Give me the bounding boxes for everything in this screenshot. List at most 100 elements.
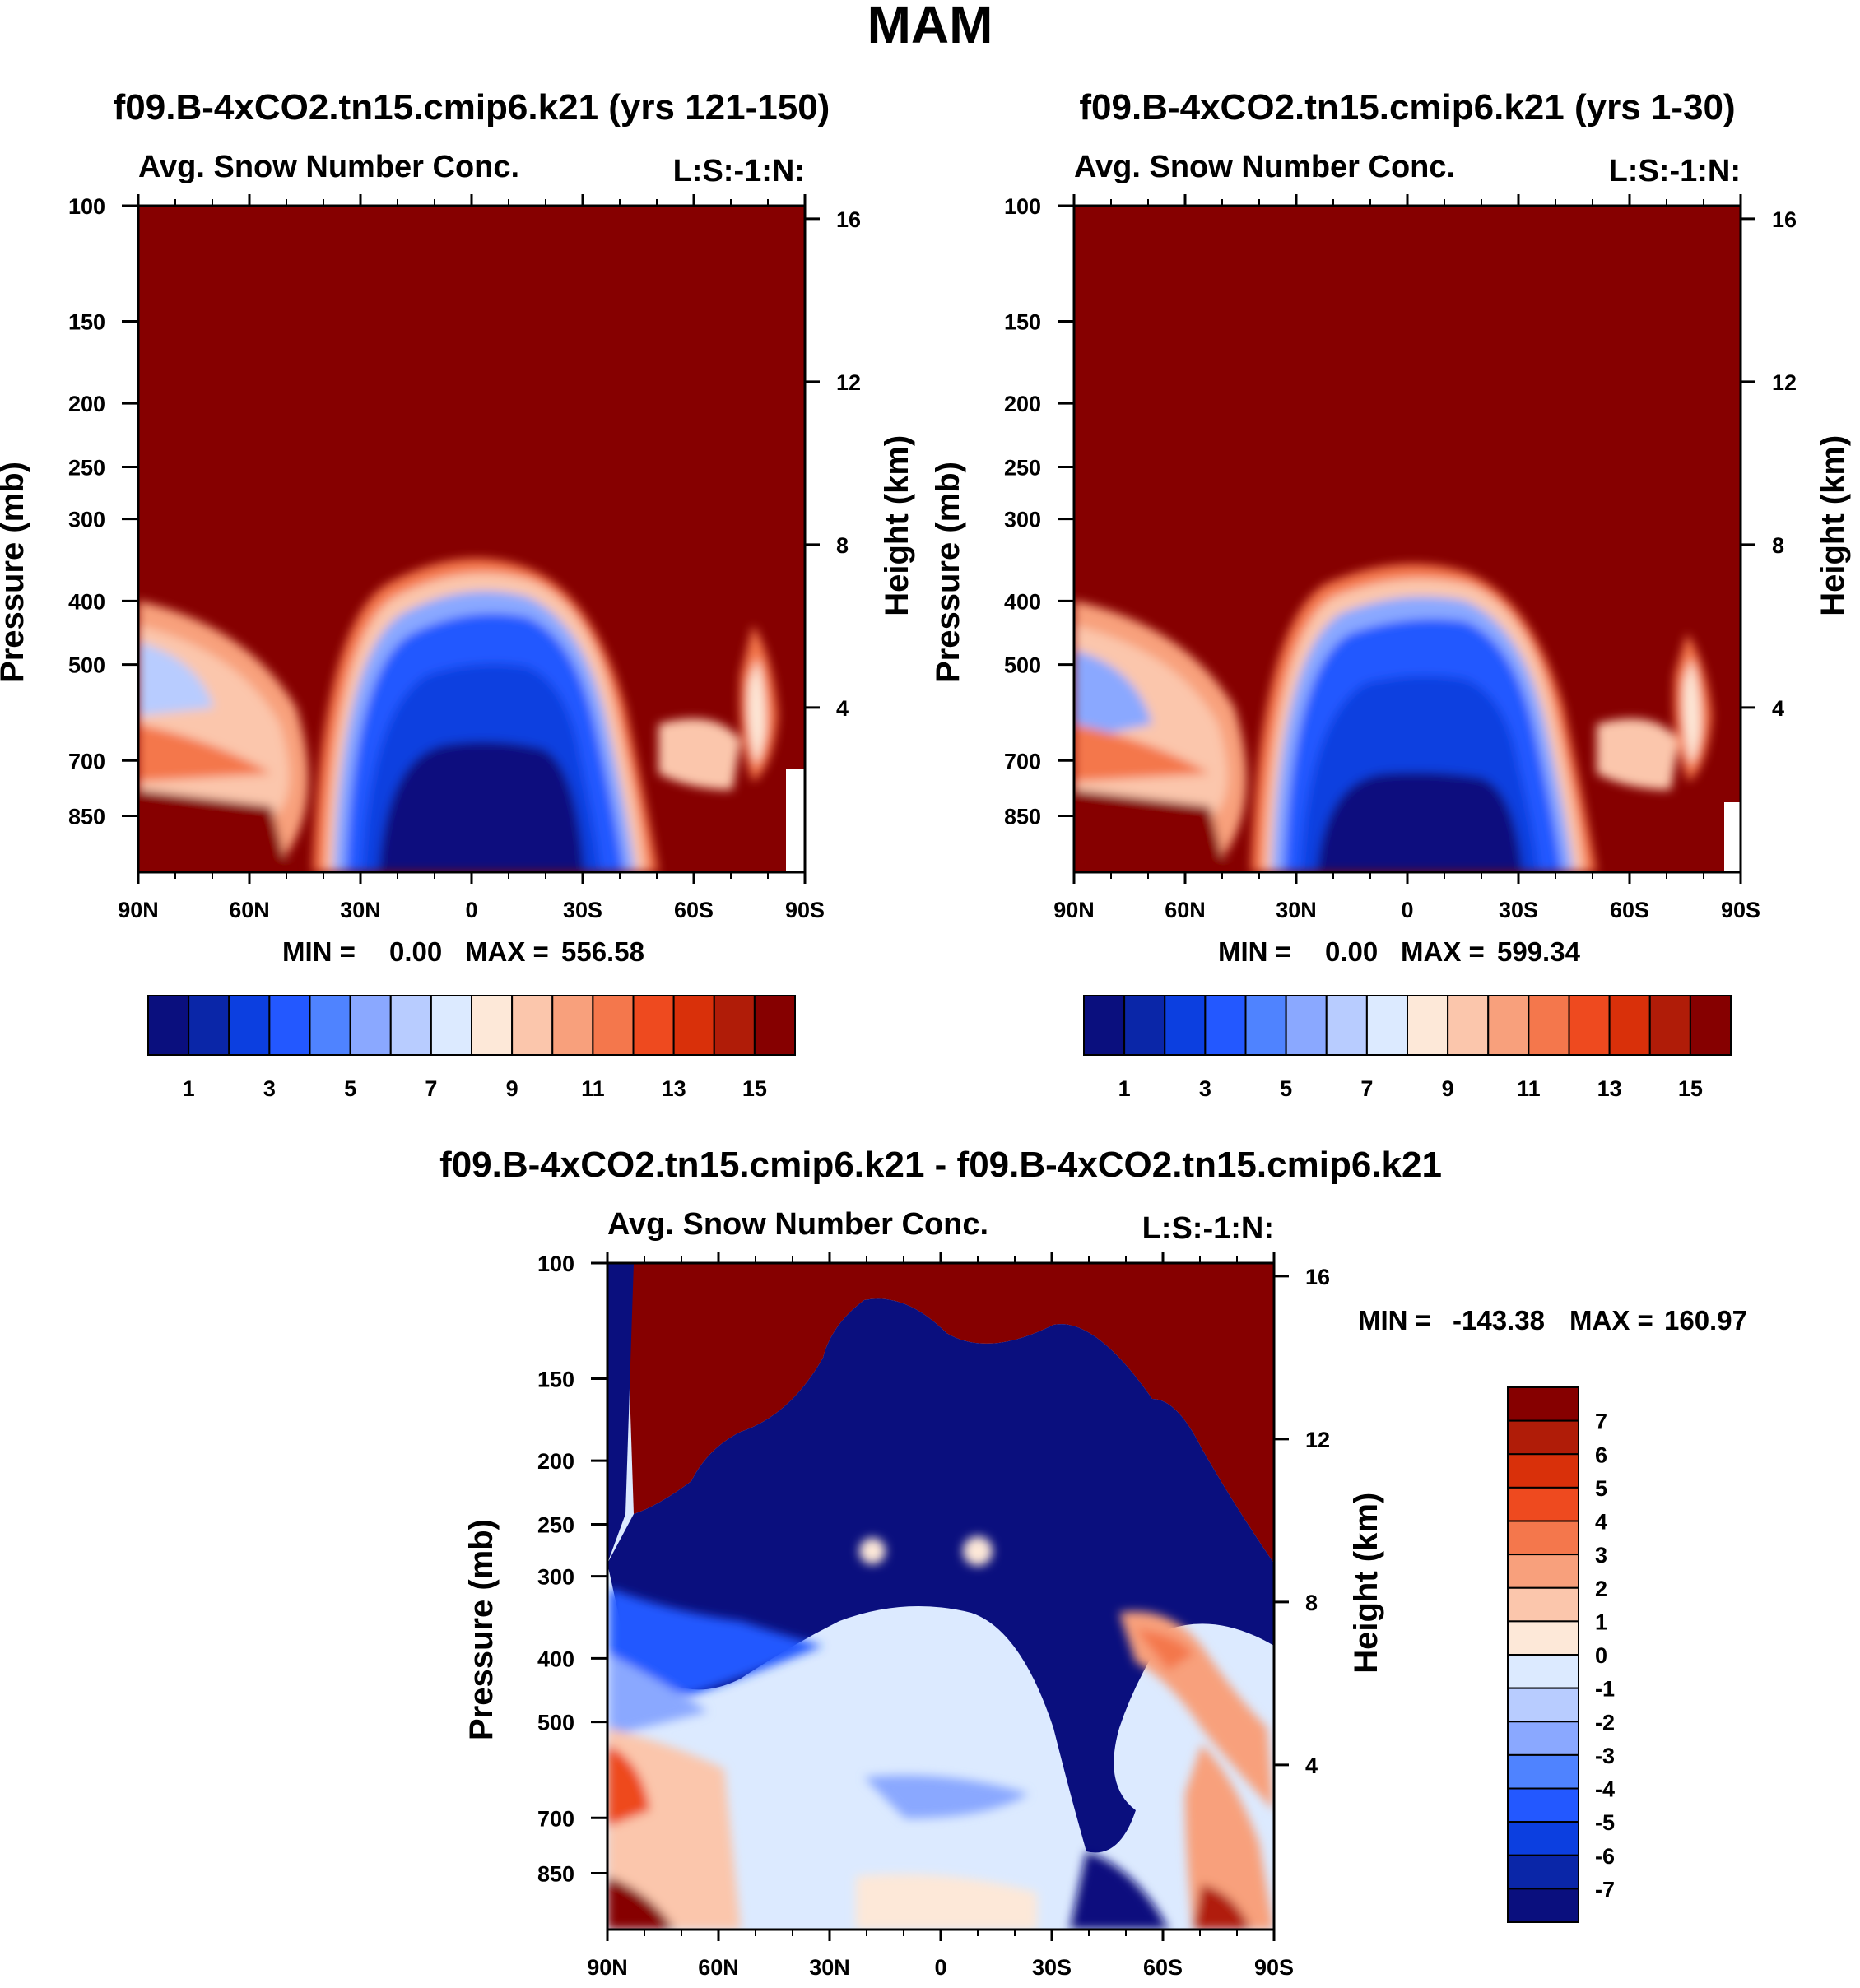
panel-c-field bbox=[607, 1263, 1274, 1930]
panel-a-y-tick-label: 200 bbox=[68, 392, 105, 416]
panel-c-colorbar-label: 7 bbox=[1595, 1410, 1607, 1434]
panel-c-colorbar-box bbox=[1507, 1386, 1579, 1422]
panel-b-colorbar-box bbox=[1407, 995, 1449, 1056]
panel-a-y-right-tick-label: 12 bbox=[836, 370, 861, 395]
panel-c-y-axis-label: Pressure (mb) bbox=[463, 1519, 500, 1740]
panel-b-colorbar-box bbox=[1608, 995, 1651, 1056]
panel-b-colorbar-box bbox=[1123, 995, 1166, 1056]
panel-a-colorbar-label: 7 bbox=[425, 1076, 437, 1101]
panel-a-colorbar-box bbox=[551, 995, 594, 1056]
panel-b-y-axis-label: Pressure (mb) bbox=[930, 462, 966, 683]
panel-a-x-tick-label: 30N bbox=[340, 898, 381, 922]
panel-c-colorbar-box bbox=[1507, 1453, 1579, 1489]
panel-c-y-right-tick-label: 4 bbox=[1305, 1753, 1318, 1778]
panel-b-colorbar-label: 9 bbox=[1442, 1076, 1454, 1101]
panel-a-colorbar-label: 15 bbox=[742, 1076, 767, 1101]
panel-c-colorbar-box bbox=[1507, 1486, 1579, 1522]
panel-c-colorbar-box bbox=[1507, 1586, 1579, 1623]
panel-c-subtitle-left: Avg. Snow Number Conc. bbox=[607, 1207, 988, 1242]
panel-c-x-tick-label: 30N bbox=[809, 1955, 850, 1980]
panel-b-subtitle-left: Avg. Snow Number Conc. bbox=[1074, 150, 1455, 184]
panel-c-colorbar-box bbox=[1507, 1687, 1579, 1723]
panel-c-max-label: MAX = bbox=[1569, 1305, 1653, 1335]
panel-b-x-tick-label: 60S bbox=[1610, 898, 1649, 922]
panel-a-colorbar-box bbox=[471, 995, 514, 1056]
panel-b-colorbar-box bbox=[1648, 995, 1691, 1056]
panel-b-y-tick-label: 700 bbox=[1004, 749, 1041, 773]
panel-c-colorbar-box bbox=[1507, 1419, 1579, 1456]
panel-a-colorbar-box bbox=[592, 995, 635, 1056]
panel-c-y-right-tick-label: 16 bbox=[1305, 1265, 1330, 1289]
panel-c-y-right-tick-label: 8 bbox=[1305, 1591, 1318, 1615]
panel-b-colorbar-label: 13 bbox=[1597, 1076, 1622, 1101]
panel-b-y-tick-label: 850 bbox=[1004, 805, 1041, 829]
panel-b-colorbar-label: 3 bbox=[1199, 1076, 1211, 1101]
panel-c-y-tick-label: 850 bbox=[537, 1862, 574, 1887]
panel-b-y-right-tick-label: 4 bbox=[1772, 696, 1784, 721]
panel-b-colorbar-label: 11 bbox=[1517, 1076, 1541, 1101]
panel-a-colorbar-label: 1 bbox=[183, 1076, 195, 1101]
panel-b-y-tick-label: 300 bbox=[1004, 508, 1041, 532]
panel-b-field bbox=[1074, 206, 1741, 872]
panel-b-max-label: MAX = bbox=[1401, 936, 1485, 967]
panel-c-y-tick-label: 200 bbox=[537, 1449, 574, 1474]
panel-b-colorbar-box bbox=[1325, 995, 1368, 1056]
panel-b-y-right-tick-label: 12 bbox=[1772, 370, 1797, 395]
panel-a-y-right-axis-label: Height (km) bbox=[879, 435, 915, 616]
axes-layer: 90N 60N 30N 0 30S 60S 90S100150200250300400500… bbox=[0, 194, 1851, 1980]
panel-b-x-tick-label: 0 bbox=[1401, 898, 1413, 922]
panel-b-y-tick-label: 200 bbox=[1004, 392, 1041, 416]
panel-c-colorbar-label: -2 bbox=[1595, 1710, 1615, 1735]
panel-b-colorbar-box bbox=[1447, 995, 1490, 1056]
panel-b-y-tick-label: 100 bbox=[1004, 194, 1041, 219]
panel-a-y-right-tick-label: 4 bbox=[836, 696, 849, 721]
panel-c-x-tick-label: 60S bbox=[1143, 1955, 1183, 1980]
panel-c-subtitle-right: L:S:-1:N: bbox=[1142, 1211, 1274, 1246]
main-title: MAM bbox=[867, 0, 993, 54]
panel-c-colorbar-label: 3 bbox=[1595, 1543, 1607, 1568]
panel-a-colorbar-label: 13 bbox=[662, 1076, 686, 1101]
panel-a-colorbar-label: 3 bbox=[263, 1076, 276, 1101]
panel-b-colorbar-box bbox=[1285, 995, 1328, 1056]
panel-b-x-tick-label: 90N bbox=[1053, 898, 1095, 922]
panel-c-colorbar-label: -5 bbox=[1595, 1810, 1615, 1835]
panel-c-title: f09.B-4xCO2.tn15.cmip6.k21 - f09.B-4xCO2… bbox=[439, 1145, 1442, 1185]
panel-c-colorbar-label: -4 bbox=[1595, 1777, 1615, 1802]
panel-c-y-right-axis-label: Height (km) bbox=[1348, 1493, 1384, 1674]
panel-c-colorbar-label: 0 bbox=[1595, 1643, 1607, 1668]
panel-a-colorbar-box bbox=[309, 995, 351, 1056]
panel-a-colorbar-box bbox=[713, 995, 756, 1056]
panel-b-min-label: MIN = bbox=[1218, 936, 1291, 967]
panel-a-y-tick-label: 150 bbox=[68, 309, 105, 334]
panel-b-y-right-tick-label: 8 bbox=[1772, 533, 1784, 558]
panel-a-field bbox=[138, 206, 805, 872]
panel-c-colorbar-label: 6 bbox=[1595, 1442, 1607, 1467]
panel-c-y-tick-label: 500 bbox=[537, 1711, 574, 1735]
panel-c-max-value: 160.97 bbox=[1664, 1305, 1747, 1335]
panel-a-min-label: MIN = bbox=[282, 936, 356, 967]
panel-c: f09.B-4xCO2.tn15.cmip6.k21 - f09.B-4xCO2… bbox=[439, 1145, 1747, 1931]
panel-a-subtitle-right: L:S:-1:N: bbox=[673, 154, 805, 188]
panel-c-y-tick-label: 250 bbox=[537, 1512, 574, 1537]
panel-a-colorbar-box bbox=[268, 995, 311, 1056]
panel-b-max-value: 599.34 bbox=[1497, 936, 1581, 967]
panel-b-x-tick-label: 90S bbox=[1721, 898, 1760, 922]
panel-c-colorbar-box bbox=[1507, 1821, 1579, 1856]
panel-b-colorbar-box bbox=[1164, 995, 1207, 1056]
panel-c-colorbar-box bbox=[1507, 1721, 1579, 1756]
panel-b-colorbar-label: 5 bbox=[1280, 1076, 1292, 1101]
panel-c-y-tick-label: 700 bbox=[537, 1806, 574, 1831]
panel-a-max-label: MAX = bbox=[465, 936, 549, 967]
panel-c-colorbar-box bbox=[1507, 1620, 1579, 1656]
panel-b-colorbar-box bbox=[1204, 995, 1247, 1056]
panel-a-x-tick-label: 30S bbox=[563, 898, 602, 922]
panel-c-x-tick-label: 90N bbox=[587, 1955, 628, 1980]
panel-c-y-tick-label: 100 bbox=[537, 1252, 574, 1276]
panel-a-x-tick-label: 60S bbox=[674, 898, 714, 922]
panel-c-y-tick-label: 150 bbox=[537, 1367, 574, 1391]
panel-a-x-tick-label: 90S bbox=[785, 898, 825, 922]
panel-b-colorbar-box bbox=[1487, 995, 1530, 1056]
panel-b-colorbar-box bbox=[1244, 995, 1287, 1056]
panel-b-x-tick-label: 30S bbox=[1499, 898, 1538, 922]
